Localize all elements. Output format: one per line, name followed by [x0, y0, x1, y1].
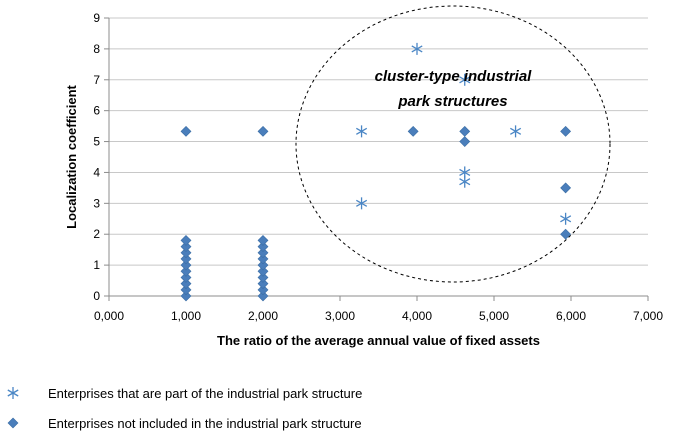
y-tick-label: 6	[93, 104, 100, 118]
x-tick-labels: 0,000 1,000 2,000 3,000 4,000 5,000 6,000 7,000	[94, 309, 663, 323]
data-point-diamond	[560, 125, 572, 137]
y-tick-label: 7	[93, 73, 100, 87]
data-point-diamond	[257, 265, 269, 277]
data-point-diamond	[560, 182, 572, 194]
x-tick-label: 0,000	[94, 309, 124, 323]
data-point-asterisk	[459, 175, 471, 188]
data-point-diamond	[180, 247, 192, 259]
x-tick-label: 1,000	[171, 309, 201, 323]
legend-diamond-mark	[7, 417, 19, 429]
data-point-diamond	[257, 290, 269, 302]
y-tick-label: 8	[93, 42, 100, 56]
cluster-annotation-line-1: cluster-type industrial	[375, 68, 533, 85]
data-point-diamond	[257, 247, 269, 259]
legend-label-industrial-park: Enterprises that are part of the industr…	[48, 386, 362, 401]
data-point-asterisk	[411, 42, 423, 55]
y-tick-labels: 0 1 2 3 4 5 6 7 8 9	[93, 11, 100, 303]
data-point-asterisk	[356, 125, 368, 138]
x-tick-label: 4,000	[402, 309, 432, 323]
x-axis-title: The ratio of the average annual value of…	[217, 333, 540, 348]
x-tick-label: 6,000	[556, 309, 586, 323]
data-point-diamond	[180, 272, 192, 283]
data-point-diamond	[180, 265, 192, 277]
data-point-diamond	[180, 290, 192, 302]
x-tick-label: 5,000	[479, 309, 509, 323]
data-point-diamond	[257, 284, 269, 296]
data-point-diamond	[180, 241, 192, 253]
y-axis-title: Localization coefficient	[64, 84, 79, 228]
data-point-asterisk	[459, 73, 471, 86]
y-tick-label: 9	[93, 11, 100, 25]
legend: Enterprises that are part of the industr…	[7, 386, 362, 431]
data-point-diamond	[180, 253, 192, 265]
data-point-diamond	[257, 241, 269, 253]
data-point-diamond	[257, 253, 269, 265]
x-tick-label: 2,000	[248, 309, 278, 323]
legend-diamond-icon	[7, 417, 19, 429]
y-tick-label: 4	[93, 165, 100, 179]
legend-asterisk-mark	[7, 387, 19, 399]
data-point-diamond	[180, 125, 192, 137]
y-tick-label: 0	[93, 289, 100, 303]
gridlines	[109, 17, 648, 266]
legend-label-not-included: Enterprises not included in the industri…	[48, 416, 362, 431]
x-tick-label: 7,000	[633, 309, 663, 323]
legend-asterisk-icon	[7, 387, 19, 399]
data-point-diamond	[180, 278, 192, 290]
data-point-asterisk	[356, 197, 368, 210]
cluster-annotation-line-2: park structures	[397, 93, 507, 110]
cluster-ellipse	[295, 5, 611, 283]
data-point-diamond	[257, 125, 269, 137]
y-tick-label: 5	[93, 135, 100, 149]
data-point-diamond	[180, 259, 192, 271]
data-point-diamond	[257, 272, 269, 283]
data-point-asterisk	[560, 212, 572, 225]
data-point-diamond	[257, 259, 269, 271]
data-point-diamond	[459, 136, 471, 147]
data-point-diamond	[459, 125, 471, 137]
data-point-diamond	[407, 125, 419, 137]
data-point-diamond	[257, 234, 269, 246]
x-tick-label: 3,000	[325, 309, 355, 323]
y-tick-label: 2	[93, 227, 100, 241]
data-point-diamond	[180, 234, 192, 246]
data-point-diamond	[257, 278, 269, 290]
data-point-diamond	[560, 228, 572, 240]
y-tick-label: 3	[93, 196, 100, 210]
data-point-diamond	[180, 284, 192, 296]
y-tick-label: 1	[93, 258, 100, 272]
data-points	[180, 42, 572, 302]
data-point-asterisk	[510, 125, 522, 138]
